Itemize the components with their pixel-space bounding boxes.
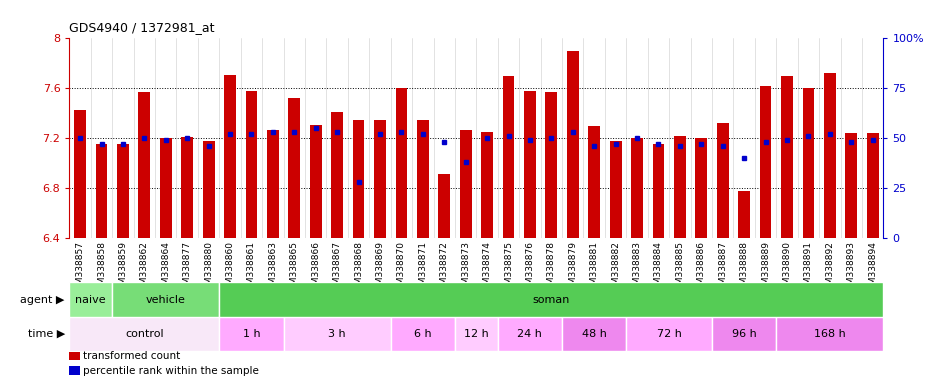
- Text: 12 h: 12 h: [464, 329, 488, 339]
- Bar: [803, 88, 814, 238]
- Bar: [626, 317, 712, 351]
- Bar: [610, 141, 622, 238]
- Text: 6 h: 6 h: [414, 329, 432, 339]
- Bar: [267, 129, 278, 238]
- Bar: [69, 282, 112, 317]
- Bar: [759, 86, 771, 238]
- Bar: [588, 126, 600, 238]
- Bar: [562, 317, 626, 351]
- Text: agent ▶: agent ▶: [20, 295, 65, 305]
- Bar: [781, 76, 793, 238]
- Bar: [181, 137, 193, 238]
- Text: 3 h: 3 h: [328, 329, 346, 339]
- Bar: [717, 123, 729, 238]
- Bar: [331, 112, 343, 238]
- Text: 72 h: 72 h: [657, 329, 682, 339]
- Bar: [674, 136, 685, 238]
- Bar: [524, 91, 536, 238]
- Bar: [310, 124, 322, 238]
- Text: 168 h: 168 h: [814, 329, 845, 339]
- Bar: [219, 282, 883, 317]
- Bar: [498, 317, 562, 351]
- Bar: [219, 317, 284, 351]
- Text: 1 h: 1 h: [242, 329, 260, 339]
- Bar: [69, 317, 219, 351]
- Bar: [631, 138, 643, 238]
- Bar: [652, 144, 664, 238]
- Text: percentile rank within the sample: percentile rank within the sample: [83, 366, 259, 376]
- Bar: [117, 144, 129, 238]
- Bar: [289, 98, 301, 238]
- Bar: [284, 317, 390, 351]
- Text: naive: naive: [76, 295, 106, 305]
- Bar: [396, 88, 407, 238]
- Bar: [390, 317, 455, 351]
- Bar: [438, 174, 450, 238]
- Bar: [74, 109, 86, 238]
- Bar: [374, 119, 386, 238]
- Bar: [112, 282, 219, 317]
- Text: transformed count: transformed count: [83, 351, 180, 361]
- Bar: [867, 133, 879, 238]
- Text: vehicle: vehicle: [146, 295, 186, 305]
- Bar: [203, 141, 215, 238]
- Bar: [696, 138, 708, 238]
- Bar: [460, 129, 472, 238]
- Bar: [455, 317, 498, 351]
- Bar: [224, 74, 236, 238]
- Text: control: control: [125, 329, 164, 339]
- Bar: [712, 317, 776, 351]
- Bar: [481, 132, 493, 238]
- Bar: [502, 76, 514, 238]
- Text: soman: soman: [533, 295, 570, 305]
- Bar: [824, 73, 835, 238]
- Text: time ▶: time ▶: [28, 329, 65, 339]
- Text: 96 h: 96 h: [732, 329, 757, 339]
- Text: 48 h: 48 h: [582, 329, 607, 339]
- Bar: [567, 51, 579, 238]
- Bar: [738, 190, 750, 238]
- Bar: [160, 138, 172, 238]
- Bar: [352, 119, 364, 238]
- Text: GDS4940 / 1372981_at: GDS4940 / 1372981_at: [69, 22, 215, 35]
- Bar: [139, 92, 150, 238]
- Bar: [417, 119, 428, 238]
- Bar: [776, 317, 883, 351]
- Text: 24 h: 24 h: [517, 329, 542, 339]
- Bar: [245, 91, 257, 238]
- Bar: [845, 133, 857, 238]
- Bar: [95, 144, 107, 238]
- Bar: [546, 92, 557, 238]
